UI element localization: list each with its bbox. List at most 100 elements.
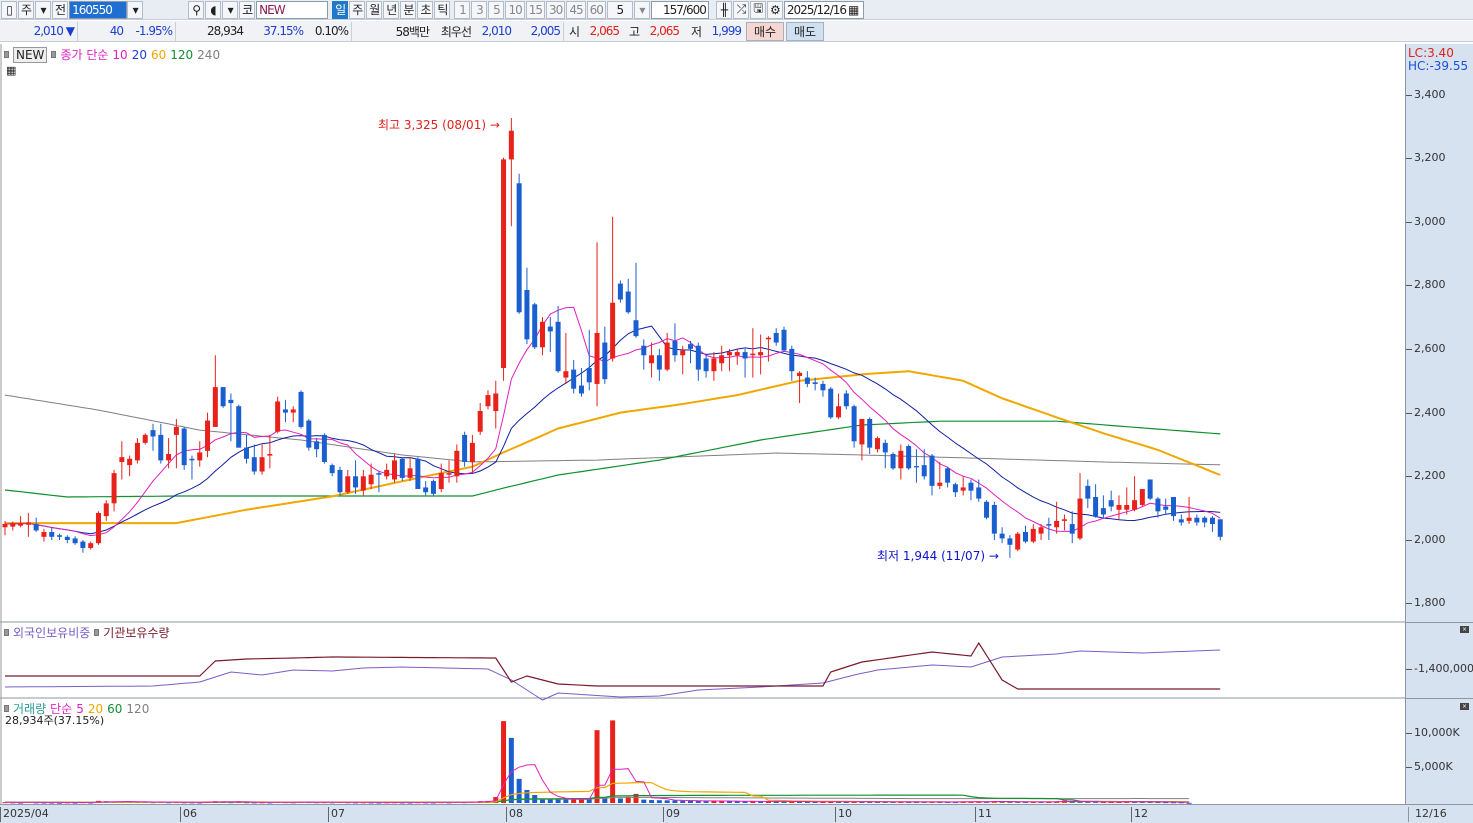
chevron-down-icon[interactable]: ▾ bbox=[35, 0, 52, 19]
price-axis[interactable]: LC:3.40 HC:-39.55 3,400 3,200 3,000 2,800 2,… bbox=[1405, 44, 1473, 804]
chevron-down-icon[interactable]: ▾ bbox=[222, 0, 239, 19]
volume-bar bbox=[329, 802, 335, 804]
period-tab[interactable]: 일 bbox=[332, 0, 349, 19]
date-input[interactable]: 2025/12/16 ▦ bbox=[783, 0, 864, 19]
volume-bar bbox=[1178, 802, 1184, 804]
legend-institution[interactable]: 기관보유수량 bbox=[103, 626, 170, 640]
interval-select[interactable]: 5 bbox=[606, 0, 633, 19]
candle-body bbox=[181, 428, 187, 466]
price-tick-label: 2,600 bbox=[1406, 342, 1446, 355]
calendar-icon[interactable]: ▦ bbox=[848, 2, 859, 17]
period-tab[interactable]: 분 bbox=[400, 0, 417, 19]
legend-marker bbox=[94, 629, 100, 636]
interval-button[interactable]: 1 bbox=[454, 0, 471, 19]
scope-button[interactable]: 전 bbox=[52, 0, 69, 19]
chart-canvas[interactable] bbox=[0, 0, 1405, 805]
data-table-icon[interactable]: ▦ bbox=[6, 64, 17, 77]
candle-body bbox=[540, 321, 546, 348]
volume-bar bbox=[633, 793, 639, 803]
count-input[interactable]: 157/600 bbox=[650, 0, 709, 19]
open-label: 시 bbox=[568, 24, 580, 39]
period-tab[interactable]: 년 bbox=[383, 0, 400, 19]
candle-body bbox=[882, 442, 888, 453]
candle-body bbox=[150, 430, 156, 437]
close-icon[interactable]: × bbox=[1460, 626, 1469, 633]
candle-body bbox=[469, 442, 475, 462]
legend-marker bbox=[4, 705, 9, 712]
candle-body bbox=[703, 358, 709, 372]
chevron-down-icon[interactable]: ▾ bbox=[633, 0, 650, 19]
interval-button[interactable]: 45 bbox=[566, 0, 586, 19]
volume-bar bbox=[672, 800, 678, 803]
volume-bar bbox=[804, 801, 810, 803]
candle-body bbox=[1069, 524, 1075, 534]
candle-body bbox=[2, 524, 8, 528]
period-tab[interactable]: 초 bbox=[417, 0, 434, 19]
volume-bar bbox=[617, 798, 623, 803]
buy-button[interactable]: 매수 bbox=[746, 21, 784, 41]
interval-button[interactable]: 30 bbox=[546, 0, 566, 19]
legend-ma-label[interactable]: 종가 단순 bbox=[60, 48, 109, 62]
high-label: 고 bbox=[628, 24, 640, 39]
interval-button[interactable]: 5 bbox=[488, 0, 505, 19]
save-icon[interactable]: 🖫 bbox=[749, 0, 766, 19]
volume-bar bbox=[882, 801, 888, 803]
volume-bar bbox=[758, 801, 764, 803]
volume-bar bbox=[18, 802, 24, 804]
volume-bar bbox=[508, 737, 514, 803]
volume-bar bbox=[1085, 801, 1091, 803]
gear-icon[interactable]: ⚙ bbox=[766, 0, 783, 19]
candle-body bbox=[88, 543, 94, 548]
candle-body bbox=[189, 458, 195, 461]
interval-button[interactable]: 15 bbox=[525, 0, 546, 19]
legend-foreign[interactable]: 외국인보유비중 bbox=[13, 626, 91, 640]
high-price: 2,065 bbox=[649, 24, 680, 38]
volume-bar bbox=[571, 799, 577, 803]
legend-volume[interactable]: 거래량 bbox=[13, 702, 47, 716]
interval-button[interactable]: 3 bbox=[471, 0, 488, 19]
candle-body bbox=[1093, 497, 1099, 517]
candle-body bbox=[625, 291, 631, 313]
overlay-icon[interactable]: ⤮ bbox=[732, 0, 749, 19]
volume-bar bbox=[843, 801, 849, 803]
chevron-down-icon[interactable]: ▾ bbox=[127, 0, 144, 19]
sell-button[interactable]: 매도 bbox=[786, 21, 824, 41]
market-type-select[interactable]: 주 bbox=[18, 0, 35, 19]
date-tick-label: 2025/04 bbox=[0, 807, 49, 822]
turnover: 0.10% bbox=[306, 21, 352, 41]
legend-stock-name[interactable]: NEW bbox=[13, 46, 48, 63]
volume-bar bbox=[314, 802, 320, 804]
candle-body bbox=[306, 420, 312, 448]
ma240-line bbox=[4, 394, 1221, 466]
interval-button[interactable]: 10 bbox=[505, 0, 525, 19]
candle-body bbox=[1030, 528, 1036, 542]
candle-body bbox=[734, 352, 740, 356]
layout-icon[interactable]: ▯ bbox=[1, 0, 17, 19]
candle-type-icon[interactable]: ╫ bbox=[715, 0, 732, 19]
volume-bar bbox=[41, 802, 47, 804]
ma120-line bbox=[4, 420, 1221, 498]
candle-body bbox=[1132, 500, 1138, 510]
candle-body bbox=[773, 332, 779, 343]
price-tick-label: 1,800 bbox=[1406, 596, 1446, 609]
volume-bar bbox=[586, 799, 592, 803]
investor-axis-label: -1,400,000 bbox=[1406, 662, 1473, 675]
period-tab[interactable]: 월 bbox=[366, 0, 383, 19]
candle-body bbox=[1007, 538, 1013, 545]
code-input[interactable]: 160550 bbox=[69, 0, 128, 19]
candle-body bbox=[95, 512, 101, 544]
stock-name-combo[interactable]: NEW bbox=[256, 0, 329, 19]
period-tab[interactable]: 틱 bbox=[434, 0, 451, 19]
period-tab[interactable]: 주 bbox=[349, 0, 366, 19]
speaker-icon[interactable]: ◖ bbox=[205, 0, 222, 19]
search-icon[interactable]: ⚲ bbox=[188, 0, 205, 19]
date-axis[interactable]: 2025/04 06 07 08 09 10 11 12 12/16 bbox=[0, 804, 1473, 823]
volume-bar bbox=[1046, 801, 1052, 803]
volume-bar bbox=[594, 730, 600, 803]
interval-button[interactable]: 60 bbox=[586, 0, 606, 19]
volume-bar bbox=[72, 802, 78, 804]
candle-body bbox=[633, 320, 639, 337]
close-icon[interactable]: × bbox=[1460, 703, 1469, 710]
volume-bar bbox=[1100, 801, 1106, 803]
candle-body bbox=[49, 532, 55, 537]
